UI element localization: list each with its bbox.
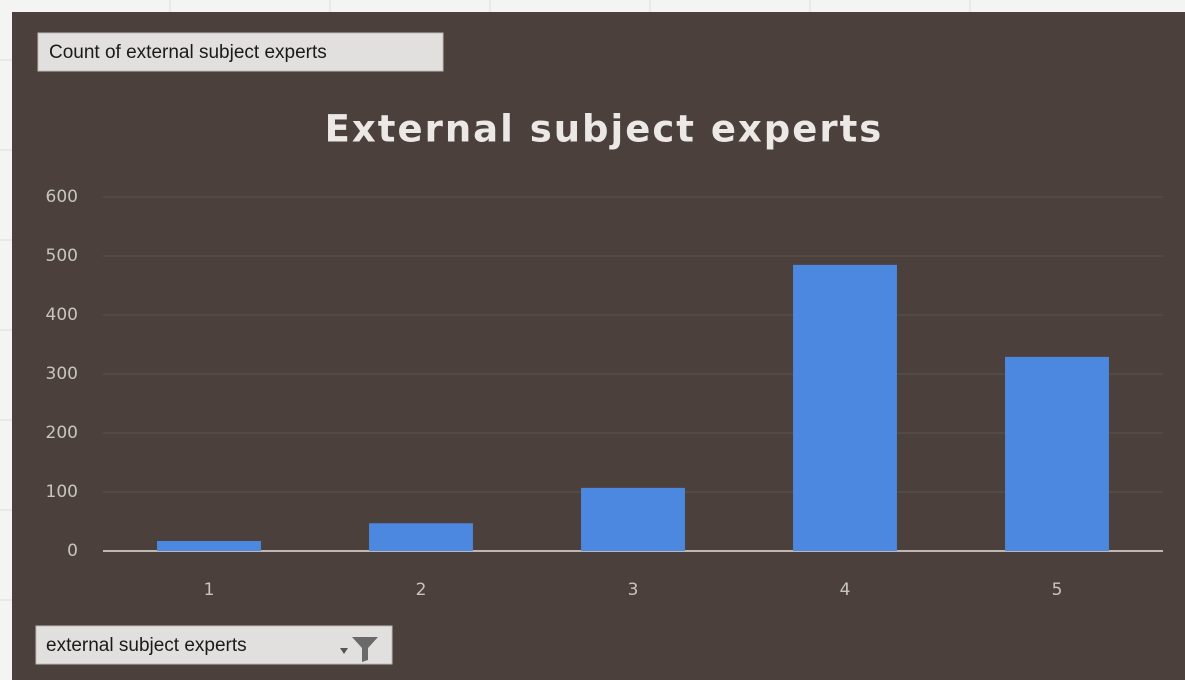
y-tick-label: 600 xyxy=(46,187,78,207)
filter-icon xyxy=(352,637,378,662)
y-tick-label: 100 xyxy=(46,482,78,502)
x-tick-label: 3 xyxy=(628,580,639,600)
bar xyxy=(793,264,897,551)
bar xyxy=(581,487,685,551)
chart-title: External subject experts xyxy=(325,108,884,151)
plot-area: 0 100 200 300 400 500 600 1 2 3 4 5 xyxy=(46,187,1163,600)
y-tick-label: 0 xyxy=(67,541,78,561)
value-field-button[interactable] xyxy=(37,32,444,72)
bar xyxy=(1005,356,1109,551)
y-tick-label: 300 xyxy=(46,364,78,384)
value-field-label: Count of external subject experts xyxy=(49,42,327,63)
x-tick-label: 2 xyxy=(416,580,427,600)
axis-field-label: external subject experts xyxy=(46,635,247,656)
dropdown-arrow xyxy=(340,648,348,654)
x-tick-label: 5 xyxy=(1052,580,1063,600)
y-tick-label: 500 xyxy=(46,246,78,266)
bar xyxy=(369,523,473,551)
y-tick-label: 400 xyxy=(46,305,78,325)
axis-field-button[interactable] xyxy=(35,625,393,665)
x-tick-label: 1 xyxy=(204,580,215,600)
chart-area xyxy=(12,12,1185,680)
sheet-grid xyxy=(0,0,971,601)
y-tick-label: 200 xyxy=(46,423,78,443)
bar xyxy=(157,540,261,551)
x-tick-label: 4 xyxy=(840,580,851,600)
